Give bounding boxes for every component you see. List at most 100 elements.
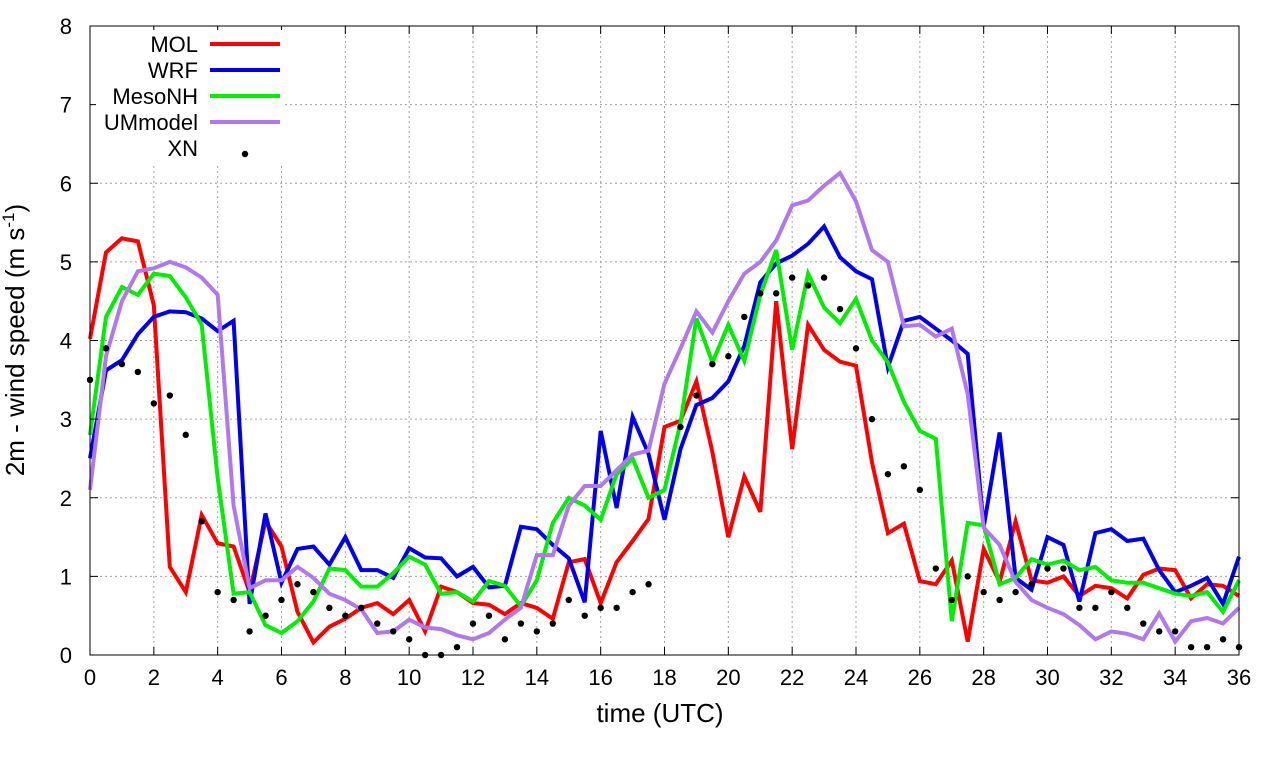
data-point-xn — [358, 604, 365, 612]
y-tick-label: 1 — [60, 564, 72, 589]
data-point-xn — [230, 596, 237, 604]
data-point-xn — [294, 581, 301, 588]
x-tick-label: 10 — [397, 665, 421, 690]
x-tick-label: 14 — [525, 665, 549, 690]
data-point-xn — [884, 470, 892, 478]
data-point-xn — [709, 360, 716, 368]
x-tick-label: 4 — [212, 665, 224, 690]
data-point-xn — [150, 400, 158, 407]
legend-swatch-xn — [241, 150, 249, 158]
data-point-xn — [1060, 565, 1067, 572]
data-point-xn — [102, 345, 110, 352]
legend-label-mesonh: MesoNH — [112, 84, 198, 109]
x-tick-label: 0 — [84, 665, 96, 690]
data-point-xn — [948, 596, 955, 604]
x-tick-label: 32 — [1099, 665, 1123, 690]
data-point-xn — [390, 628, 397, 635]
data-point-xn — [1219, 636, 1227, 643]
x-tick-label: 18 — [652, 665, 676, 690]
data-point-xn — [916, 486, 924, 494]
data-point-xn — [1076, 604, 1083, 612]
x-tick-label: 30 — [1035, 665, 1059, 690]
data-point-xn — [310, 588, 317, 596]
legend-label-xn: XN — [167, 136, 198, 161]
y-tick-label: 0 — [60, 643, 72, 668]
data-point-xn — [374, 620, 381, 627]
data-point-xn — [1012, 588, 1019, 596]
data-point-xn — [757, 290, 764, 297]
x-tick-label: 6 — [275, 665, 287, 690]
x-tick-label: 22 — [780, 665, 804, 690]
x-tick-label: 20 — [716, 665, 740, 690]
data-point-xn — [533, 628, 541, 635]
data-point-xn — [565, 596, 572, 604]
data-point-xn — [1092, 604, 1099, 612]
y-tick-label: 5 — [60, 250, 72, 275]
data-point-xn — [342, 612, 349, 619]
data-point-xn — [597, 604, 604, 612]
data-point-xn — [677, 423, 684, 431]
y-tick-label: 2 — [60, 486, 72, 511]
data-point-xn — [1140, 620, 1147, 627]
y-tick-label: 3 — [60, 407, 72, 432]
data-point-xn — [1203, 643, 1211, 651]
data-point-xn — [932, 565, 939, 572]
y-axis-label-main: 2m - wind speed (m s — [0, 228, 30, 477]
data-point-xn — [118, 360, 126, 368]
data-point-xn — [725, 353, 732, 360]
data-point-xn — [836, 305, 844, 313]
x-axis-label: time (UTC) — [596, 698, 723, 728]
data-point-xn — [1108, 588, 1115, 596]
data-point-xn — [134, 368, 142, 376]
data-point-xn — [501, 636, 509, 643]
series-line-mesonh — [88, 249, 1241, 636]
data-point-xn — [246, 628, 253, 635]
data-point-xn — [629, 588, 636, 596]
data-point-xn — [1044, 565, 1051, 572]
series-line-wrf — [88, 223, 1241, 609]
series-layer — [86, 169, 1243, 659]
legend-label-mol: MOL — [150, 32, 198, 57]
data-point-xn — [549, 620, 556, 627]
y-tick-label: 8 — [60, 14, 72, 39]
data-point-xn — [166, 392, 173, 399]
data-point-xn — [868, 415, 876, 423]
x-tick-label: 2 — [148, 665, 160, 690]
data-point-xn — [996, 596, 1003, 604]
data-point-xn — [820, 274, 828, 281]
y-axis-label-close: ) — [0, 204, 30, 213]
axis-ticks: 0 2 4 6 8 10 12 14 16 18 20 22 24 26 28 30 32 34 360123456… — [60, 14, 1251, 690]
y-axis-label-exponent: -1 — [0, 213, 18, 228]
data-point-xn — [1124, 604, 1131, 612]
data-point-xn — [693, 392, 700, 399]
data-point-xn — [741, 313, 748, 321]
data-point-xn — [773, 290, 780, 297]
data-point-xn — [262, 612, 269, 619]
data-point-xn — [198, 518, 205, 525]
data-point-xn — [469, 620, 477, 627]
data-point-xn — [1028, 581, 1035, 588]
data-point-xn — [852, 345, 860, 352]
y-axis-label: 2m - wind speed (m s-1) — [0, 204, 30, 476]
series-line-mol — [88, 236, 1241, 646]
data-point-xn — [278, 596, 285, 604]
data-point-xn — [453, 643, 461, 651]
y-tick-label: 4 — [60, 329, 72, 354]
data-point-xn — [214, 588, 221, 596]
x-tick-label: 8 — [339, 665, 351, 690]
x-tick-label: 36 — [1227, 665, 1251, 690]
data-point-xn — [182, 431, 189, 439]
data-point-xn — [804, 282, 812, 289]
x-tick-label: 26 — [908, 665, 932, 690]
x-tick-label: 24 — [844, 665, 868, 690]
legend-label-ummodel: UMmodel — [104, 110, 198, 135]
data-point-xn — [517, 620, 525, 627]
y-tick-label: 7 — [60, 93, 72, 118]
data-point-xn — [405, 636, 413, 643]
y-tick-label: 6 — [60, 171, 72, 196]
data-point-xn — [581, 612, 588, 619]
data-point-xn — [485, 612, 493, 619]
x-tick-label: 34 — [1163, 665, 1187, 690]
